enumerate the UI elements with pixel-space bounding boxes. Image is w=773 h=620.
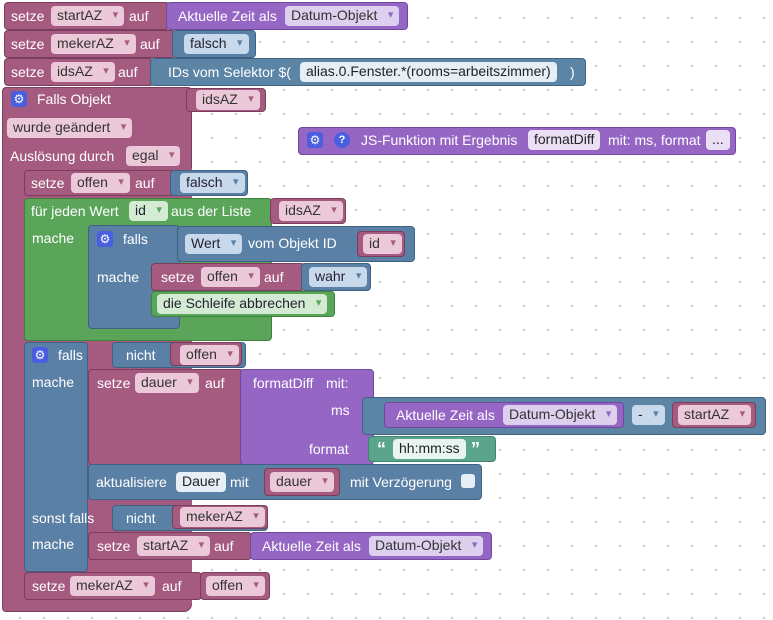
condition-variable-dropdown-2[interactable]: mekerAZ bbox=[180, 507, 265, 527]
minus-variable-dropdown[interactable]: startAZ bbox=[678, 405, 752, 425]
to-label: auf bbox=[214, 538, 234, 554]
to-label: auf bbox=[135, 175, 155, 191]
call-with-label: mit: bbox=[326, 375, 349, 391]
trigger-title: Falls Objekt bbox=[37, 91, 111, 107]
boolean-dropdown[interactable]: wahr bbox=[309, 267, 368, 287]
set-label: setze bbox=[32, 578, 66, 594]
time-format-dropdown[interactable]: Datum-Objekt bbox=[285, 6, 400, 26]
format-string-input[interactable]: hh:mm:ss bbox=[393, 439, 466, 459]
if-block-outer[interactable] bbox=[24, 342, 88, 572]
set-label: setze bbox=[161, 269, 195, 285]
variable-dropdown[interactable]: startAZ bbox=[137, 536, 211, 556]
call-name-label: formatDiff bbox=[253, 375, 314, 391]
gear-icon[interactable]: ⚙ bbox=[11, 91, 27, 107]
do-label: mache bbox=[97, 269, 140, 285]
final-value-dropdown[interactable]: offen bbox=[206, 576, 265, 596]
trigger-object-dropdown[interactable]: idsAZ bbox=[196, 90, 260, 110]
operator-dropdown[interactable]: - bbox=[632, 405, 665, 425]
current-time-label: Aktuelle Zeit als bbox=[396, 407, 495, 423]
set-label: setze bbox=[11, 36, 45, 52]
if-label: falls bbox=[123, 231, 148, 247]
selector-suffix: ) bbox=[570, 64, 575, 80]
delay-checkbox[interactable] bbox=[461, 474, 475, 488]
variable-dropdown[interactable]: idsAZ bbox=[51, 62, 115, 82]
state-name-input[interactable]: Dauer bbox=[176, 472, 227, 492]
format-param-label: format bbox=[309, 441, 349, 457]
to-label: auf bbox=[264, 269, 284, 285]
set-label: setze bbox=[11, 8, 45, 24]
not-label: nicht bbox=[126, 510, 156, 526]
set-label: setze bbox=[31, 175, 65, 191]
format-diff-call-block[interactable] bbox=[240, 369, 374, 465]
time-format-dropdown[interactable]: Datum-Objekt bbox=[369, 536, 484, 556]
to-label: auf bbox=[140, 36, 160, 52]
close-quote-icon: ” bbox=[471, 439, 480, 459]
if-label: falls bbox=[58, 347, 83, 363]
from-list-label: aus der Liste bbox=[171, 203, 252, 219]
current-time-label: Aktuelle Zeit als bbox=[262, 538, 361, 554]
trigger-source-label: Auslösung durch bbox=[10, 148, 115, 164]
do-label: mache bbox=[32, 536, 75, 552]
update-label: aktualisiere bbox=[96, 474, 167, 490]
current-time-label: Aktuelle Zeit als bbox=[178, 8, 277, 24]
variable-dropdown[interactable]: dauer bbox=[135, 373, 199, 393]
update-variable-dropdown[interactable]: dauer bbox=[270, 472, 334, 492]
variable-dropdown[interactable]: mekerAZ bbox=[70, 576, 155, 596]
variable-dropdown[interactable]: startAZ bbox=[51, 6, 125, 26]
variable-dropdown[interactable]: offen bbox=[201, 267, 260, 287]
boolean-dropdown[interactable]: falsch bbox=[184, 34, 249, 54]
boolean-dropdown[interactable]: falsch bbox=[180, 173, 245, 193]
selector-input[interactable]: alias.0.Fenster.*(rooms=arbeitszimmer) bbox=[300, 62, 557, 82]
js-function-params: mit: ms, format bbox=[608, 132, 701, 148]
set-label: setze bbox=[97, 375, 131, 391]
object-id-label: vom Objekt ID bbox=[248, 235, 337, 251]
id-variable-dropdown[interactable]: id bbox=[363, 234, 402, 254]
gear-icon[interactable]: ⚙ bbox=[32, 347, 48, 363]
property-dropdown[interactable]: Wert bbox=[185, 234, 243, 254]
delay-label: mit Verzögerung bbox=[350, 474, 452, 490]
loop-variable-dropdown[interactable]: id bbox=[129, 201, 168, 221]
js-function-name-input[interactable]: formatDiff bbox=[528, 130, 601, 150]
trigger-source-dropdown[interactable]: egal bbox=[126, 146, 181, 166]
js-function-label: JS-Funktion mit Ergebnis bbox=[361, 132, 518, 148]
js-function-block[interactable] bbox=[298, 127, 736, 155]
condition-variable-dropdown[interactable]: offen bbox=[180, 345, 239, 365]
selector-prefix: IDs vom Selektor $( bbox=[168, 64, 291, 80]
to-label: auf bbox=[162, 578, 182, 594]
update-with-label: mit bbox=[230, 474, 249, 490]
for-each-label: für jeden Wert bbox=[31, 203, 119, 219]
list-variable-dropdown[interactable]: idsAZ bbox=[279, 201, 343, 221]
else-if-label: sonst falls bbox=[32, 510, 95, 526]
set-label: setze bbox=[11, 64, 45, 80]
gear-icon[interactable]: ⚙ bbox=[307, 132, 323, 148]
open-quote-icon: “ bbox=[377, 439, 386, 459]
gear-icon[interactable]: ⚙ bbox=[97, 231, 113, 247]
do-label: mache bbox=[32, 230, 75, 246]
to-label: auf bbox=[118, 64, 138, 80]
time-format-dropdown[interactable]: Datum-Objekt bbox=[503, 405, 618, 425]
trigger-mode-dropdown[interactable]: wurde geändert bbox=[7, 118, 133, 138]
variable-dropdown[interactable]: mekerAZ bbox=[51, 34, 136, 54]
to-label: auf bbox=[129, 8, 149, 24]
variable-dropdown[interactable]: offen bbox=[71, 173, 130, 193]
ms-param-label: ms bbox=[331, 402, 350, 418]
js-function-more-button[interactable]: ... bbox=[706, 130, 730, 150]
set-label: setze bbox=[97, 538, 131, 554]
do-label: mache bbox=[32, 374, 75, 390]
break-dropdown[interactable]: die Schleife abbrechen bbox=[157, 294, 328, 314]
not-label: nicht bbox=[126, 347, 156, 363]
to-label: auf bbox=[205, 375, 225, 391]
help-icon[interactable]: ? bbox=[334, 132, 350, 148]
